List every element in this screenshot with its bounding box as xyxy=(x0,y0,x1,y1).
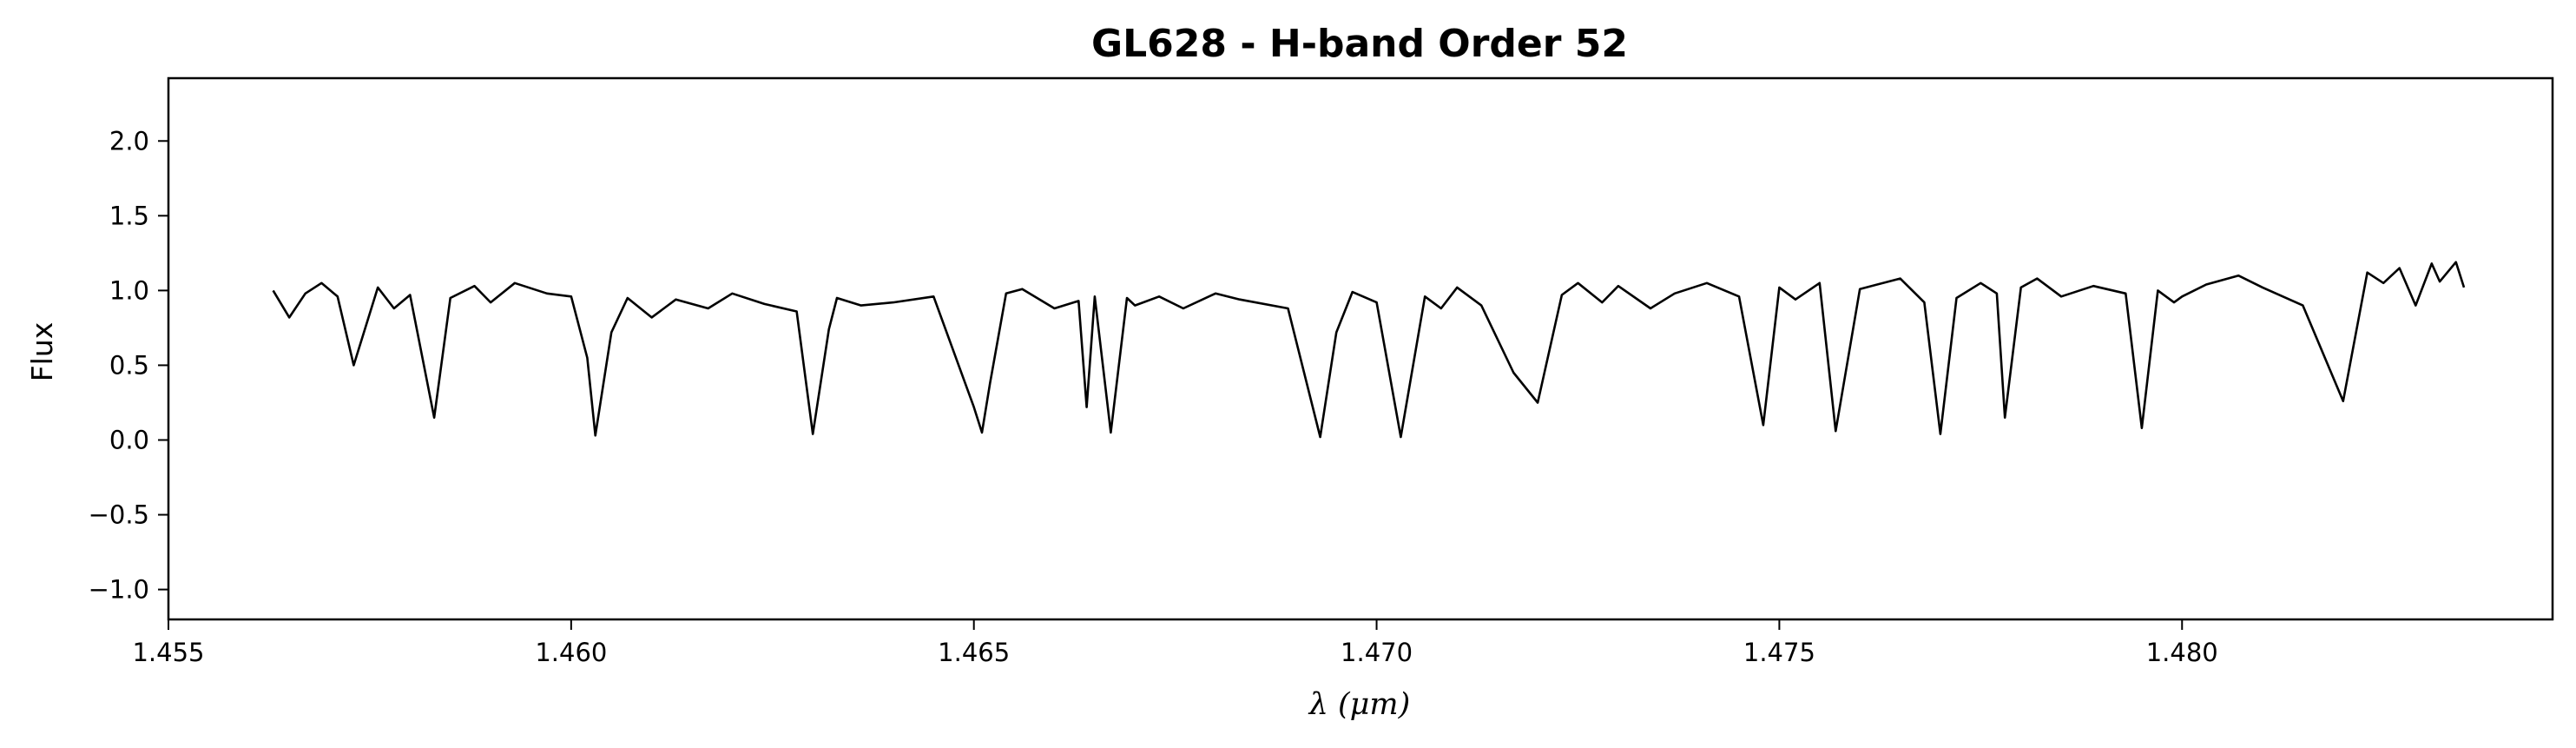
x-tick-label: 1.465 xyxy=(938,638,1010,667)
x-tick-label: 1.455 xyxy=(132,638,204,667)
y-tick-label: 1.0 xyxy=(109,275,149,305)
x-tick-label: 1.475 xyxy=(1743,638,1815,667)
spectrum-series-line-0 xyxy=(272,261,2466,439)
y-tick-label: −1.0 xyxy=(89,575,149,605)
y-tick-label: −0.5 xyxy=(89,500,149,530)
y-tick-label: 0.5 xyxy=(109,350,149,380)
y-tick-label: 0.0 xyxy=(109,425,149,454)
x-tick-label: 1.480 xyxy=(2146,638,2218,667)
x-tick-label: 1.460 xyxy=(535,638,607,667)
axis-ticks: 1.455 1.460 1.465 1.470 1.475 1.480 −1.0 −0.5 0.… xyxy=(89,126,2218,667)
plot-frame xyxy=(167,76,2554,621)
y-tick-label: 1.5 xyxy=(109,201,149,230)
x-axis-label: λ (μm) xyxy=(1308,687,1411,722)
plot-area xyxy=(272,261,2466,439)
x-tick-label: 1.470 xyxy=(1341,638,1413,667)
y-axis-label: Flux xyxy=(25,322,59,382)
chart-title: GL628 - H-band Order 52 xyxy=(1091,22,1628,66)
y-tick-label: 2.0 xyxy=(109,126,149,156)
